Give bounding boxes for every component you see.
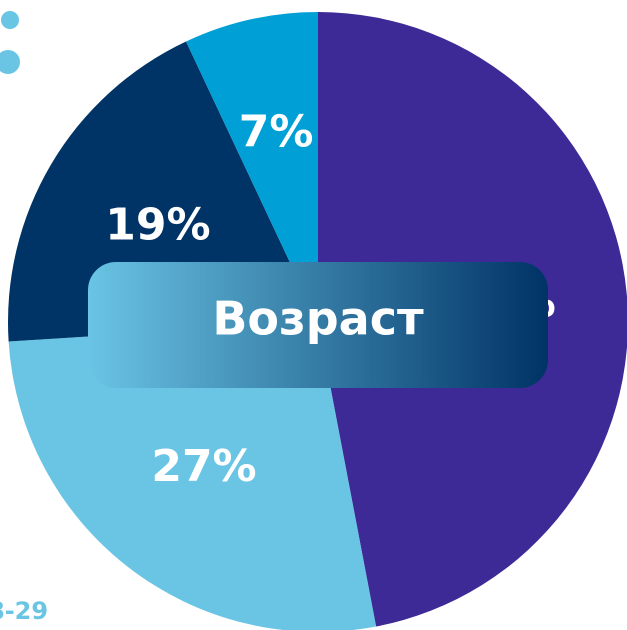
value-label: 19% <box>105 199 210 250</box>
annotation: 8-29 <box>0 597 48 625</box>
decor-dot <box>1 11 19 29</box>
slice <box>8 322 377 630</box>
value-label: 7% <box>239 106 314 157</box>
decor-dot <box>0 50 20 74</box>
value-label: 27% <box>151 441 256 492</box>
title-band <box>88 262 548 388</box>
slice <box>186 11 318 322</box>
chart-title: Возраст <box>212 292 424 346</box>
